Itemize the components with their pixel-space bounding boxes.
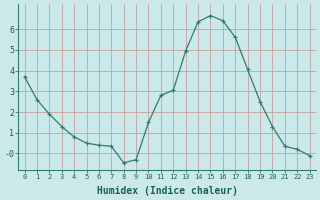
X-axis label: Humidex (Indice chaleur): Humidex (Indice chaleur) xyxy=(97,186,237,196)
